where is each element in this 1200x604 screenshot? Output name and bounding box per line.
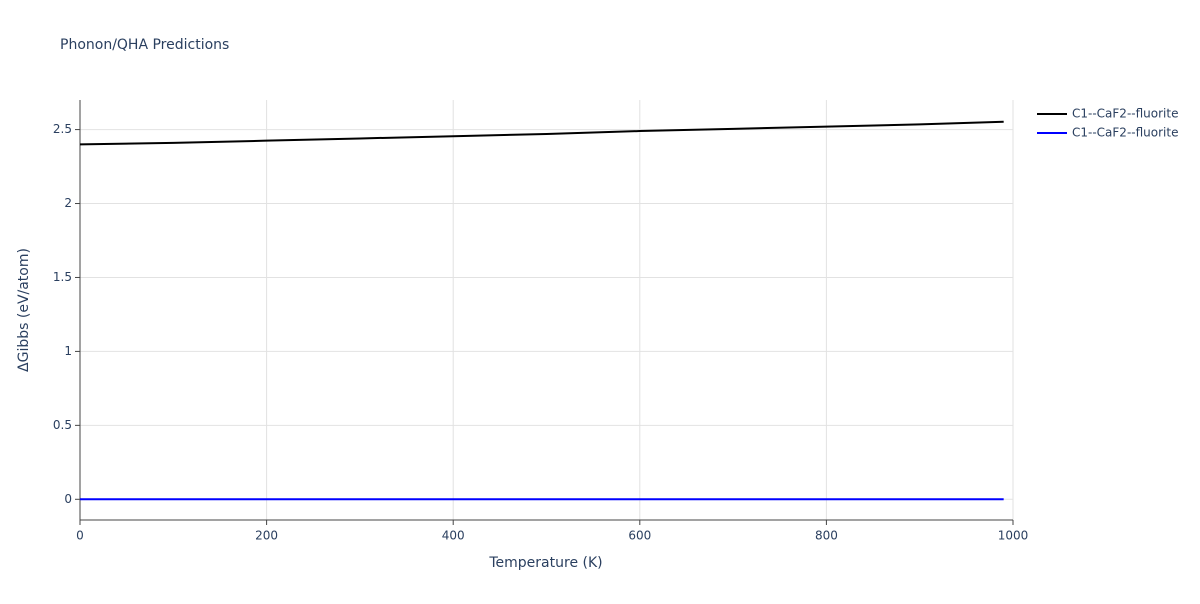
y-tick-label: 1.5 xyxy=(53,270,72,284)
series-line xyxy=(79,120,1004,146)
y-axis-title: ΔGibbs (eV/atom) xyxy=(16,248,32,372)
chart-title: Phonon/QHA Predictions xyxy=(60,37,229,53)
x-axis-title: Temperature (K) xyxy=(488,555,602,571)
y-tick-label: 1 xyxy=(64,344,72,358)
y-tick-label: 0 xyxy=(64,492,72,506)
x-tick-label: 600 xyxy=(628,529,651,543)
x-tick-label: 800 xyxy=(815,529,838,543)
y-tick-label: 2.5 xyxy=(53,122,72,136)
x-tick-label: 0 xyxy=(76,529,84,543)
legend-label: C1--CaF2--fluorite xyxy=(1072,107,1178,121)
y-tick-label: 2 xyxy=(64,196,72,210)
x-tick-label: 200 xyxy=(255,529,278,543)
y-tick-label: 0.5 xyxy=(53,418,72,432)
legend-label: C1--CaF2--fluorite xyxy=(1072,126,1178,140)
x-tick-label: 1000 xyxy=(998,529,1029,543)
x-tick-label: 400 xyxy=(442,529,465,543)
